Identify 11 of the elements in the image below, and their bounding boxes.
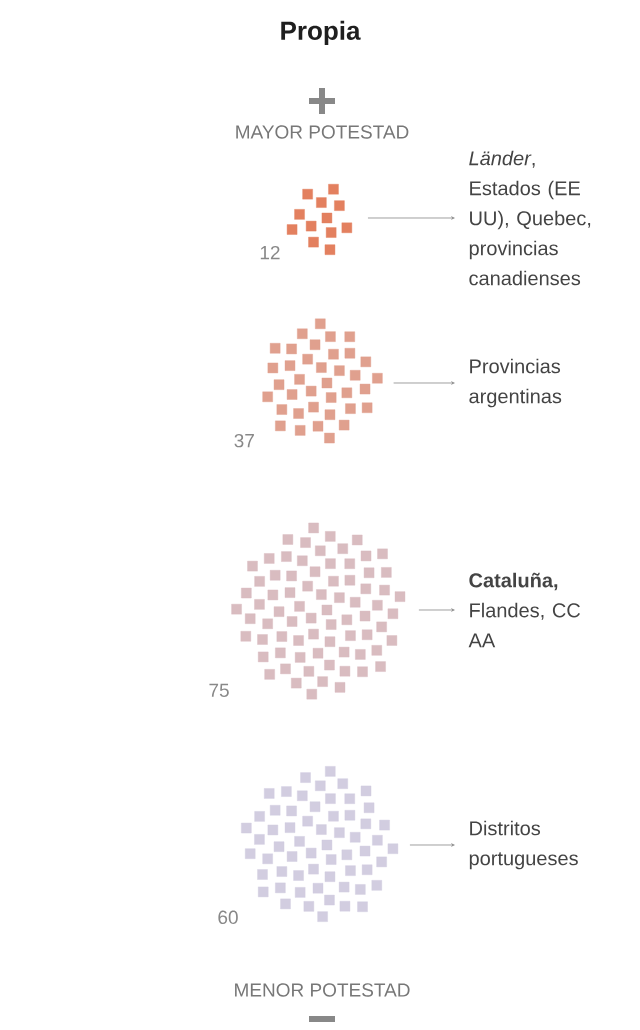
category-label: Cataluña, Flandes, CC AA <box>468 572 581 648</box>
data-label: 12 <box>260 245 280 260</box>
category-label: Distritos portugueses <box>469 820 578 870</box>
category-label: Provincias argentinas <box>469 358 562 408</box>
text: MENOR POTESTAD <box>235 983 410 997</box>
text: Propia <box>281 20 361 46</box>
text: MAYOR POTESTAD <box>236 125 409 139</box>
data-label: 60 <box>218 910 238 925</box>
data-label: 75 <box>209 683 229 698</box>
data-label: 37 <box>234 433 254 448</box>
category-label: Länder, Estados (EE UU), Quebec, provincias canadienses <box>469 150 591 286</box>
